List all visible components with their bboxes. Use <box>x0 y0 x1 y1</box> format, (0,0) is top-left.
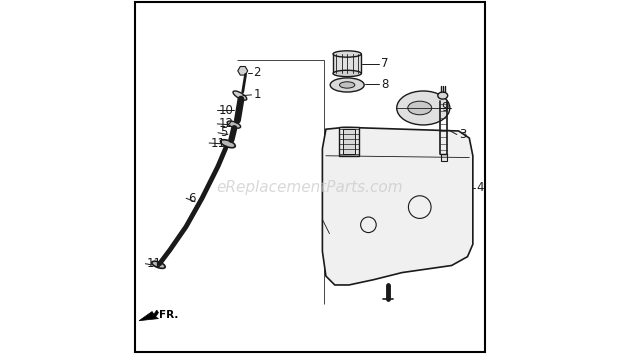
Ellipse shape <box>408 101 432 115</box>
Bar <box>343 129 355 154</box>
Text: 2: 2 <box>254 66 261 79</box>
Ellipse shape <box>330 78 364 92</box>
Polygon shape <box>322 127 473 285</box>
Text: 5: 5 <box>219 126 227 139</box>
Text: 7: 7 <box>381 57 388 70</box>
Bar <box>441 154 446 161</box>
Text: 9: 9 <box>441 102 448 114</box>
Text: 11: 11 <box>147 257 162 270</box>
Text: 10: 10 <box>219 104 234 117</box>
Text: 11: 11 <box>211 137 226 149</box>
Ellipse shape <box>438 92 448 99</box>
Bar <box>333 54 361 73</box>
Text: FR.: FR. <box>159 310 179 320</box>
Text: 12: 12 <box>219 118 234 130</box>
Ellipse shape <box>333 51 361 57</box>
Ellipse shape <box>221 140 235 148</box>
Ellipse shape <box>227 121 241 128</box>
Ellipse shape <box>333 70 361 76</box>
Bar <box>339 127 359 156</box>
Text: 8: 8 <box>381 78 388 91</box>
Text: 3: 3 <box>459 128 466 141</box>
Text: 4: 4 <box>476 181 484 194</box>
Ellipse shape <box>340 82 355 88</box>
Text: 6: 6 <box>188 192 195 205</box>
Ellipse shape <box>152 261 165 268</box>
Text: eReplacementParts.com: eReplacementParts.com <box>216 180 404 195</box>
Polygon shape <box>139 310 159 321</box>
Text: 1: 1 <box>254 88 261 101</box>
Ellipse shape <box>397 91 450 125</box>
Ellipse shape <box>233 91 247 100</box>
Polygon shape <box>238 67 248 75</box>
